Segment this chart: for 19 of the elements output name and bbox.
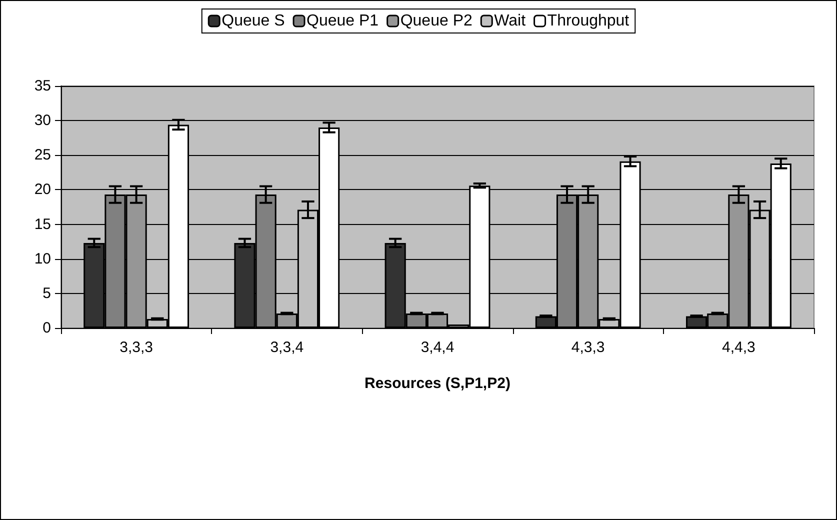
- y-tick-label: 30: [34, 112, 51, 130]
- legend-label: Throughput: [547, 12, 630, 30]
- x-tick-label: 4,3,3: [571, 339, 605, 356]
- x-tick-label: 3,3,4: [270, 339, 304, 356]
- y-tick-label: 15: [34, 216, 51, 233]
- x-tick-label: 3,3,3: [120, 339, 153, 356]
- legend-label: Wait: [494, 12, 526, 30]
- x-tick-label: 3,4,4: [420, 339, 454, 356]
- y-tick-label: 20: [34, 181, 51, 198]
- y-tick-label: 10: [34, 250, 51, 268]
- legend-label: Queue S: [222, 12, 285, 30]
- legend-label: Queue P2: [400, 12, 472, 30]
- y-tick-label: 5: [42, 284, 51, 302]
- y-tick-label: 35: [34, 78, 51, 94]
- x-axis-title: Resources (S,P1,P2): [364, 375, 510, 392]
- y-tick-label: 25: [34, 146, 51, 164]
- x-tick-label: 4,4,3: [722, 339, 756, 356]
- y-tick-label: 0: [42, 320, 51, 336]
- legend-label: Queue P1: [306, 12, 379, 30]
